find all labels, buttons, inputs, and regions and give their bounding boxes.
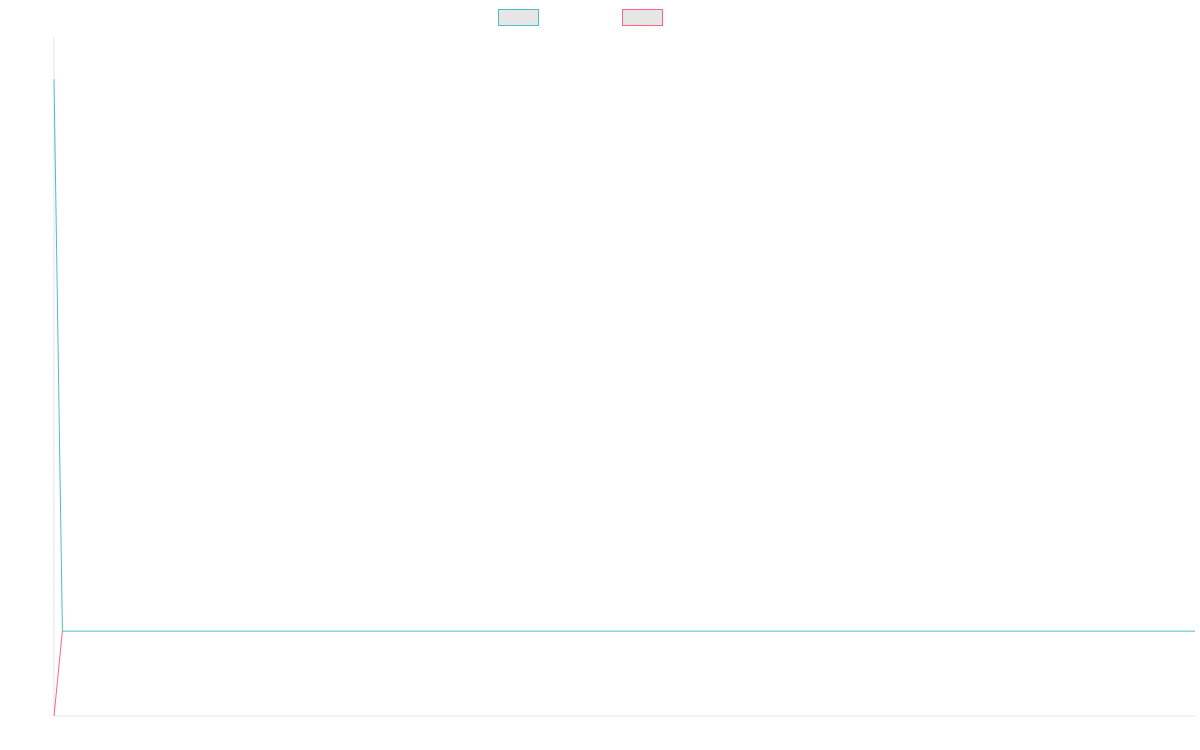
series-line-1 <box>53 79 1195 632</box>
legend-item-1 <box>498 9 539 26</box>
chart-axes <box>53 37 1195 717</box>
chart-legend <box>498 9 663 26</box>
legend-swatch-1 <box>498 9 539 26</box>
chart-series-layer <box>53 79 1195 717</box>
series-line-2 <box>53 631 63 717</box>
legend-item-2 <box>622 9 663 26</box>
legend-swatch-2 <box>622 9 663 26</box>
